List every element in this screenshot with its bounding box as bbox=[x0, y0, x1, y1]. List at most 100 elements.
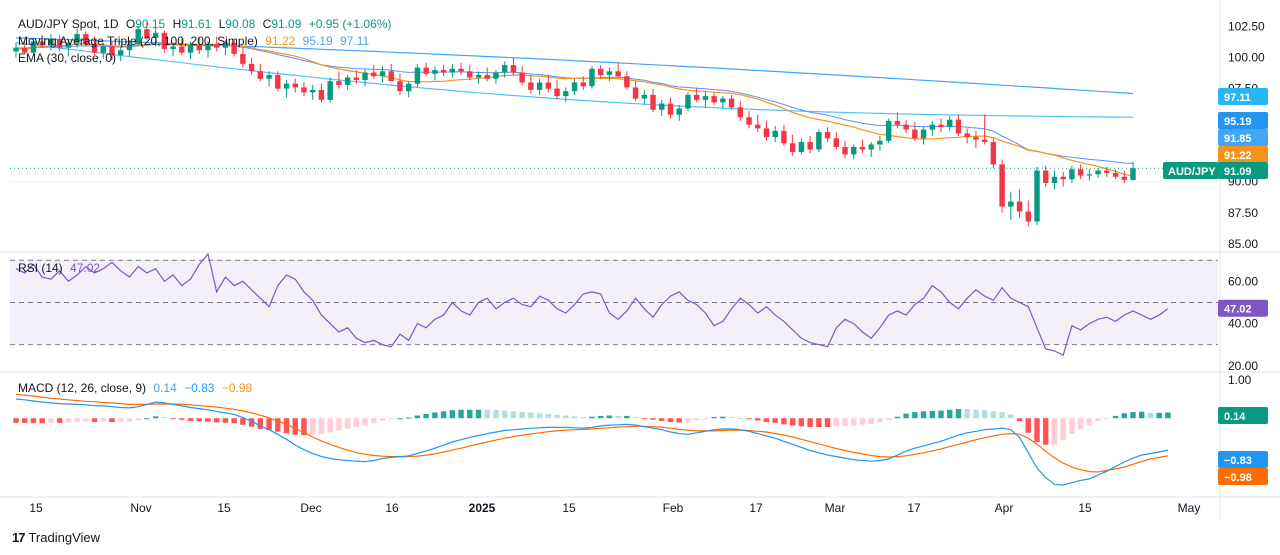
candle[interactable] bbox=[275, 71, 281, 92]
candle[interactable] bbox=[964, 128, 970, 144]
candle[interactable] bbox=[371, 65, 377, 79]
candle[interactable] bbox=[728, 94, 735, 110]
histogram-bar[interactable] bbox=[493, 410, 499, 419]
histogram-bar[interactable] bbox=[807, 418, 813, 428]
histogram-bar[interactable] bbox=[144, 418, 150, 420]
candle[interactable] bbox=[484, 67, 490, 82]
histogram-bar[interactable] bbox=[545, 414, 552, 419]
candle[interactable] bbox=[807, 135, 813, 154]
histogram-bar[interactable] bbox=[580, 417, 586, 419]
macd-legend[interactable]: MACD (12, 26, close, 9) 0.14 −0.83 −0.98 bbox=[18, 381, 256, 395]
candle[interactable] bbox=[789, 134, 796, 156]
histogram-bar[interactable] bbox=[763, 418, 770, 423]
candle[interactable] bbox=[1043, 165, 1049, 187]
candle[interactable] bbox=[231, 39, 237, 57]
histogram-bar[interactable] bbox=[214, 418, 220, 423]
candle[interactable] bbox=[22, 40, 28, 54]
candle[interactable] bbox=[1060, 171, 1066, 187]
candle[interactable] bbox=[659, 99, 665, 116]
candle[interactable] bbox=[440, 65, 447, 77]
price-pane[interactable] bbox=[10, 21, 1218, 227]
histogram-bar[interactable] bbox=[1034, 418, 1040, 443]
histogram-bar[interactable] bbox=[964, 409, 970, 419]
histogram-bar[interactable] bbox=[1121, 413, 1127, 419]
candle[interactable] bbox=[816, 129, 822, 152]
candle[interactable] bbox=[1034, 166, 1040, 226]
histogram-bar[interactable] bbox=[563, 415, 569, 419]
candle[interactable] bbox=[196, 37, 202, 54]
candle[interactable] bbox=[170, 42, 176, 57]
candle[interactable] bbox=[702, 91, 709, 108]
macd-line[interactable] bbox=[15, 398, 1169, 486]
candle[interactable] bbox=[240, 47, 246, 68]
histogram-bar[interactable] bbox=[440, 411, 447, 419]
candle[interactable] bbox=[318, 83, 325, 103]
candle[interactable] bbox=[920, 127, 927, 145]
histogram-bar[interactable] bbox=[240, 418, 246, 425]
candle[interactable] bbox=[981, 114, 988, 145]
histogram-bar[interactable] bbox=[597, 415, 604, 419]
histogram-bar[interactable] bbox=[405, 417, 412, 419]
histogram-bar[interactable] bbox=[362, 418, 368, 426]
histogram-bar[interactable] bbox=[746, 418, 752, 420]
histogram-bar[interactable] bbox=[789, 418, 796, 426]
histogram-bar[interactable] bbox=[711, 417, 717, 419]
candle[interactable] bbox=[423, 62, 429, 77]
candle[interactable] bbox=[947, 115, 953, 131]
histogram-bar[interactable] bbox=[1051, 418, 1058, 445]
histogram-bar[interactable] bbox=[1156, 412, 1162, 419]
histogram-bar[interactable] bbox=[222, 418, 229, 423]
ma20-line[interactable] bbox=[15, 43, 1134, 177]
histogram-bar[interactable] bbox=[118, 418, 124, 423]
candle[interactable] bbox=[606, 67, 613, 82]
histogram-bar[interactable] bbox=[955, 409, 962, 419]
histogram-bar[interactable] bbox=[1112, 415, 1119, 419]
histogram-bar[interactable] bbox=[859, 418, 866, 425]
histogram-bar[interactable] bbox=[257, 418, 264, 429]
histogram-bar[interactable] bbox=[318, 418, 325, 434]
histogram-bar[interactable] bbox=[423, 414, 429, 419]
candle[interactable] bbox=[667, 97, 674, 119]
histogram-bar[interactable] bbox=[833, 418, 840, 427]
candle[interactable] bbox=[894, 112, 901, 129]
histogram-bar[interactable] bbox=[981, 410, 988, 419]
histogram-bar[interactable] bbox=[1086, 418, 1093, 426]
histogram-bar[interactable] bbox=[126, 418, 133, 422]
candle[interactable] bbox=[152, 27, 159, 47]
candle[interactable] bbox=[929, 120, 935, 136]
candle[interactable] bbox=[624, 71, 630, 90]
histogram-bar[interactable] bbox=[606, 415, 613, 419]
histogram-bar[interactable] bbox=[39, 418, 45, 424]
candle[interactable] bbox=[545, 75, 552, 93]
histogram-bar[interactable] bbox=[824, 418, 831, 428]
candle[interactable] bbox=[1086, 169, 1093, 181]
symbol-badge-bg[interactable] bbox=[1163, 162, 1219, 179]
candle[interactable] bbox=[353, 70, 360, 84]
candle[interactable] bbox=[39, 35, 45, 48]
histogram-bar[interactable] bbox=[973, 409, 979, 419]
histogram-bar[interactable] bbox=[353, 418, 360, 428]
candle[interactable] bbox=[292, 78, 298, 93]
candle[interactable] bbox=[859, 139, 866, 154]
candle[interactable] bbox=[336, 71, 342, 89]
histogram-bar[interactable] bbox=[266, 418, 272, 431]
candle[interactable] bbox=[685, 92, 691, 112]
histogram-bar[interactable] bbox=[589, 416, 595, 419]
candle[interactable] bbox=[772, 125, 778, 143]
histogram-bar[interactable] bbox=[467, 409, 473, 419]
candle[interactable] bbox=[30, 37, 37, 56]
candle[interactable] bbox=[563, 87, 569, 103]
histogram-bar[interactable] bbox=[554, 414, 560, 419]
histogram-bar[interactable] bbox=[161, 417, 168, 419]
candle[interactable] bbox=[1016, 189, 1023, 218]
histogram-bar[interactable] bbox=[755, 418, 761, 421]
candle[interactable] bbox=[91, 36, 98, 56]
candle[interactable] bbox=[222, 40, 229, 56]
candle[interactable] bbox=[13, 42, 19, 58]
candle[interactable] bbox=[973, 130, 979, 149]
histogram-bar[interactable] bbox=[170, 418, 176, 420]
histogram-bar[interactable] bbox=[501, 410, 508, 419]
candle[interactable] bbox=[458, 62, 464, 76]
candle[interactable] bbox=[571, 78, 578, 95]
